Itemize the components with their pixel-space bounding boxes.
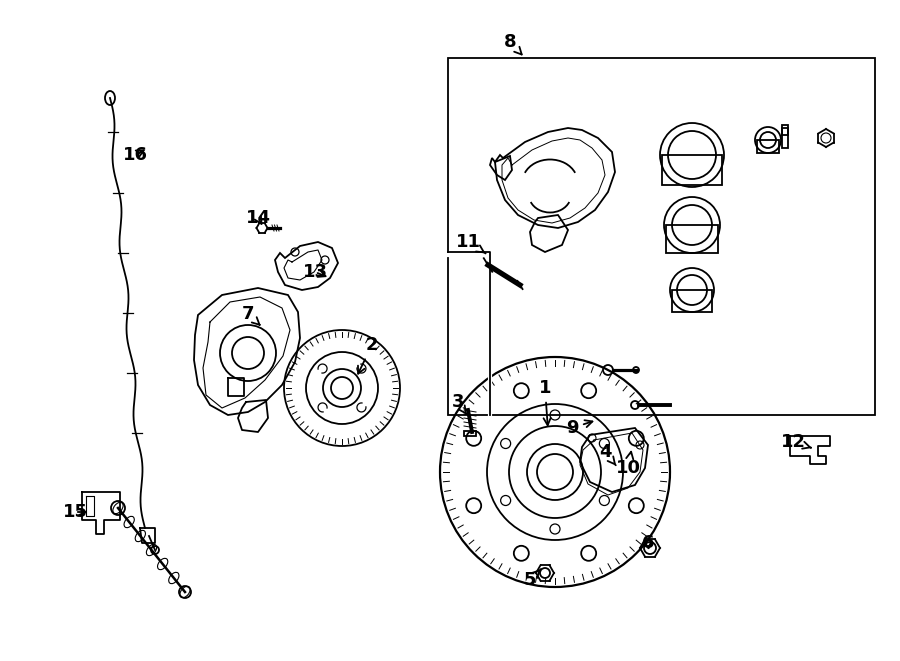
Text: 13: 13	[302, 263, 328, 281]
Bar	[666, 225, 718, 253]
Text: 14: 14	[246, 209, 271, 227]
Bar	[464, 431, 476, 436]
Text: 6: 6	[642, 534, 654, 552]
Text: 2: 2	[358, 336, 378, 373]
Bar	[782, 125, 788, 135]
Text: 10: 10	[616, 451, 641, 477]
Text: 8: 8	[504, 33, 522, 55]
Bar	[672, 290, 712, 312]
Text: 12: 12	[780, 433, 811, 451]
Text: 9: 9	[566, 419, 592, 437]
Bar	[782, 128, 788, 148]
Text: 16: 16	[122, 146, 148, 164]
Text: 7: 7	[242, 305, 260, 325]
Text: 1: 1	[539, 379, 551, 425]
Text: 4: 4	[598, 443, 616, 465]
Text: 5: 5	[524, 569, 541, 589]
Text: 15: 15	[62, 503, 87, 521]
Text: 11: 11	[455, 233, 486, 253]
Bar	[757, 140, 779, 153]
Text: 3: 3	[452, 393, 466, 414]
Bar	[662, 155, 722, 185]
